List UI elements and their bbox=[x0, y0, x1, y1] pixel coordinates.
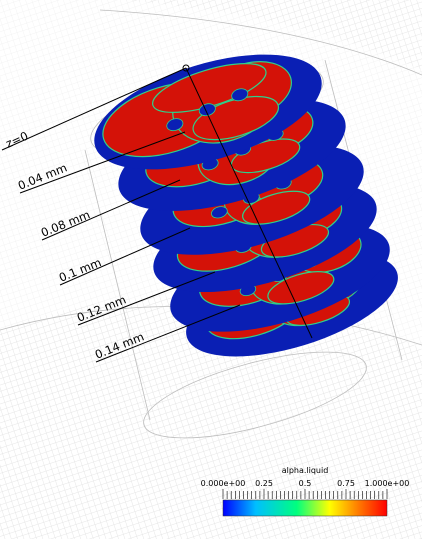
axis-line bbox=[185, 67, 313, 339]
colorbar-tick-label: 0.25 bbox=[255, 479, 273, 488]
gas-pocket bbox=[231, 88, 249, 102]
liquid-region bbox=[267, 271, 335, 305]
label-leaders bbox=[1, 67, 241, 363]
gas-pocket bbox=[166, 118, 184, 132]
colorbar-gradient bbox=[222, 499, 388, 517]
colorbar-tick-label: 0.000e+00 bbox=[201, 479, 246, 488]
colorbar: alpha.liquid 0.000e+00 0.25 0.5 0.75 1.0… bbox=[201, 466, 410, 517]
gas-pocket bbox=[211, 206, 228, 219]
colorbar-ticks bbox=[222, 489, 388, 499]
colorbar-title: alpha.liquid bbox=[282, 466, 329, 475]
slice-stack bbox=[94, 54, 398, 357]
axis-origin-marker bbox=[182, 64, 190, 72]
gas-pocket bbox=[198, 103, 216, 117]
liquid-region bbox=[242, 190, 311, 225]
liquid-region bbox=[152, 63, 267, 113]
colorbar-tick-label: 0.5 bbox=[299, 479, 312, 488]
colorbar-tick-label: 1.000e+00 bbox=[365, 479, 410, 488]
colorbar-tick-label: 0.75 bbox=[337, 479, 355, 488]
